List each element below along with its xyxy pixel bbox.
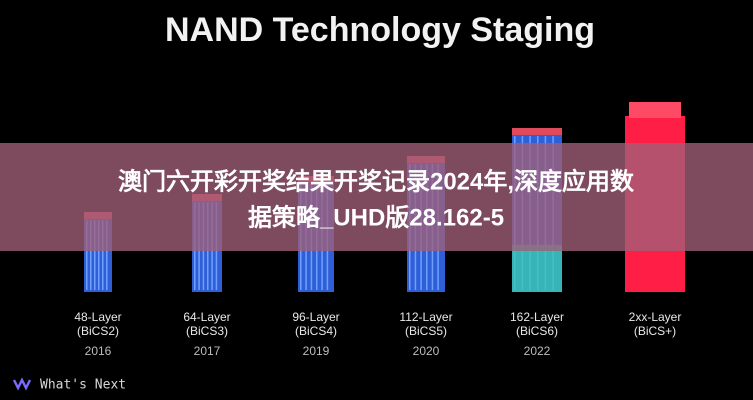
stage-layer: 112-Layer <box>399 310 452 324</box>
footer-logo <box>12 377 32 391</box>
banner-overlay <box>0 143 753 251</box>
footer-label: What's Next <box>40 378 126 393</box>
banner-line: 据策略_UHD版28.162-5 <box>248 203 504 231</box>
stage-layer: 2xx-Layer <box>629 310 682 324</box>
pillar-top <box>512 128 562 135</box>
stage-generation: (BiCS6) <box>516 324 558 338</box>
pillar-stripe <box>86 220 88 290</box>
pillar-top <box>629 102 681 118</box>
stage-year: 2017 <box>194 344 221 358</box>
stage-generation: (BiCS+) <box>634 324 676 338</box>
stage-generation: (BiCS3) <box>186 324 228 338</box>
pillar-stripe <box>98 220 100 290</box>
stage-layer: 162-Layer <box>510 310 564 324</box>
pillar-base <box>512 245 562 292</box>
stage-labels: 48-Layer(BiCS2) 2016 64-Layer(BiCS3) 2017 96… <box>74 310 681 358</box>
stage-generation: (BiCS4) <box>295 324 337 338</box>
stage-year: 2020 <box>413 344 440 358</box>
pillar-stripe <box>90 220 92 290</box>
stage-layer: 64-Layer <box>183 310 230 324</box>
pillar-stripe <box>106 220 108 290</box>
stage-generation: (BiCS5) <box>405 324 447 338</box>
stage-layer: 96-Layer <box>292 310 339 324</box>
stage-generation: (BiCS2) <box>77 324 119 338</box>
stage-year: 2022 <box>524 344 551 358</box>
stage-layer: 48-Layer <box>74 310 121 324</box>
banner-line: 澳门六开彩开奖结果开奖记录2024年,深度应用数 <box>118 167 635 195</box>
pillar-stripe <box>102 220 104 290</box>
pillar-stripe <box>94 220 96 290</box>
stage-year: 2019 <box>303 344 330 358</box>
stage-year: 2016 <box>85 344 112 358</box>
slide-title: NAND Technology Staging <box>165 11 595 49</box>
